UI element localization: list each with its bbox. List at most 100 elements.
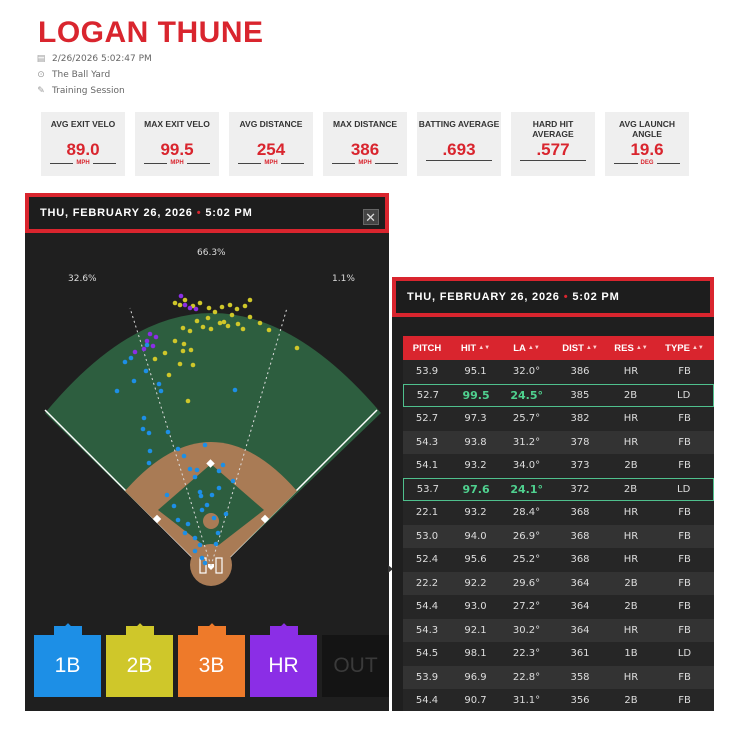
table-row[interactable]: 22.2 92.2 29.6° 364 2B FB <box>403 571 714 595</box>
stat-label: MAX DISTANCE <box>332 119 398 129</box>
table-row[interactable]: 54.3 92.1 30.2° 364 HR FB <box>403 618 714 642</box>
table-row[interactable]: 52.4 95.6 25.2° 368 HR FB <box>403 548 714 572</box>
cell-pitch: 52.7 <box>416 389 439 401</box>
table-row[interactable]: 52.7 99.5 24.5° 385 2B LD <box>403 383 714 407</box>
cell-dist: 368 <box>570 554 590 566</box>
table-row[interactable]: 54.5 98.1 22.3° 361 1B LD <box>403 642 714 666</box>
hit-marker <box>187 328 193 334</box>
filter-hr-button[interactable]: HR <box>250 626 317 697</box>
hit-marker <box>217 320 223 326</box>
table-row[interactable]: 53.9 95.1 32.0° 386 HR FB <box>403 360 714 384</box>
hit-marker <box>175 517 181 523</box>
sort-icon: ▲▼ <box>478 345 491 351</box>
filter-out-button[interactable]: OUT <box>322 635 389 697</box>
col-pitch[interactable]: PITCH <box>403 343 451 354</box>
spray-pct-left: 32.6% <box>68 274 97 284</box>
hit-marker <box>197 542 203 548</box>
col-type-label: TYPE <box>665 342 690 354</box>
hit-marker <box>193 306 199 312</box>
hit-marker <box>147 448 153 454</box>
cell-res: HR <box>623 366 639 378</box>
cell-la: 22.8° <box>512 671 541 683</box>
stat-label: HARD HIT AVERAGE <box>532 119 574 139</box>
filter-1b-button[interactable]: 1B <box>34 626 101 697</box>
spray-chart <box>44 293 381 586</box>
col-dist[interactable]: DIST ▲▼ <box>553 343 607 354</box>
col-hit[interactable]: HIT ▲▼ <box>451 343 500 354</box>
table-row[interactable]: 54.4 90.7 31.1° 356 2B FB <box>403 689 714 711</box>
cell-type: FB <box>678 671 691 683</box>
cell-res: HR <box>623 671 639 683</box>
hit-marker <box>153 334 159 340</box>
cell-dist: 364 <box>570 624 590 636</box>
cell-type: FB <box>678 624 691 636</box>
cell-dist: 373 <box>570 460 590 472</box>
cell-hit: 96.9 <box>464 671 487 683</box>
cell-res: HR <box>623 436 639 448</box>
cell-pitch: 22.1 <box>415 507 439 519</box>
hit-marker <box>140 426 146 432</box>
hit-marker <box>192 548 198 554</box>
table-row[interactable]: 53.7 97.6 24.1° 372 2B LD <box>403 477 714 501</box>
table-row[interactable]: 22.1 93.2 28.4° 368 HR FB <box>403 501 714 525</box>
stat-label: AVG DISTANCE <box>239 119 303 129</box>
cell-la: 34.0° <box>512 460 541 472</box>
hit-marker <box>232 387 238 393</box>
filter-3b-button[interactable]: 3B <box>178 626 245 697</box>
player-name: LOGAN THUNE <box>38 16 264 49</box>
hit-marker <box>242 303 248 309</box>
hit-marker <box>180 348 186 354</box>
spray-pct-right: 1.1% <box>332 274 355 284</box>
cell-hit: 99.5 <box>462 388 490 402</box>
cell-type: FB <box>678 601 691 613</box>
hit-marker <box>190 362 196 368</box>
table-row[interactable]: 53.0 94.0 26.9° 368 HR FB <box>403 524 714 548</box>
stat-value: 99.5 <box>160 140 194 159</box>
col-type[interactable]: TYPE ▲▼ <box>655 343 714 354</box>
hit-marker <box>182 530 188 536</box>
sort-icon: ▲▼ <box>527 345 540 351</box>
hit-marker <box>234 306 240 312</box>
table-row[interactable]: 54.3 93.8 31.2° 378 HR FB <box>403 430 714 454</box>
session-date: ▤ 2/26/2026 5:02:47 PM <box>36 54 152 64</box>
hits-table: PITCH HIT ▲▼ LA ▲▼ DIST ▲▼ RES ▲▼ TYPE ▲▼ 53.… <box>403 336 714 711</box>
hit-marker <box>197 300 203 306</box>
table-row[interactable]: 54.4 93.0 27.2° 364 2B FB <box>403 595 714 619</box>
col-la[interactable]: LA ▲▼ <box>500 343 553 354</box>
cell-pitch: 53.9 <box>415 671 439 683</box>
cell-dist: 385 <box>570 389 590 401</box>
stats-row: AVG EXIT VELO 89.0 MPH MAX EXIT VELO 99.… <box>41 112 689 176</box>
cell-res: 2B <box>624 601 638 613</box>
cell-la: 27.2° <box>512 601 541 613</box>
filter-2b-label: 2B <box>126 654 153 677</box>
table-row[interactable]: 53.9 96.9 22.8° 358 HR FB <box>403 665 714 689</box>
infield-grass <box>158 464 264 551</box>
filter-2b-button[interactable]: 2B <box>106 626 173 697</box>
hit-marker <box>147 331 153 337</box>
cell-type: LD <box>677 648 692 660</box>
hit-marker <box>205 315 211 321</box>
hit-marker <box>216 468 222 474</box>
cell-pitch: 54.4 <box>415 695 439 707</box>
hit-marker <box>225 323 231 329</box>
cell-la: 31.1° <box>512 695 541 707</box>
cell-dist: 368 <box>570 530 590 542</box>
cell-res: 2B <box>624 695 638 707</box>
hit-marker <box>202 560 208 566</box>
stat-unit: MPH <box>264 160 278 166</box>
table-row[interactable]: 52.7 97.3 25.7° 382 HR FB <box>403 407 714 431</box>
col-hit-label: HIT <box>460 342 477 354</box>
hit-marker <box>181 341 187 347</box>
expand-arrow-icon[interactable] <box>388 565 393 573</box>
table-row[interactable]: 54.1 93.2 34.0° 373 2B FB <box>403 454 714 478</box>
stat-card-avg-launch-angle: AVG LAUNCH ANGLE 19.6 DEG <box>605 112 689 176</box>
session-location: ⊙ The Ball Yard <box>36 70 110 80</box>
cell-dist: 364 <box>570 601 590 613</box>
hit-marker <box>194 467 200 473</box>
col-dist-label: DIST <box>562 342 584 354</box>
close-button[interactable]: ✕ <box>363 209 379 225</box>
spray-pct-center: 66.3% <box>197 248 226 258</box>
col-res[interactable]: RES ▲▼ <box>607 343 655 354</box>
home-plate <box>208 564 214 570</box>
hit-marker <box>182 302 188 308</box>
